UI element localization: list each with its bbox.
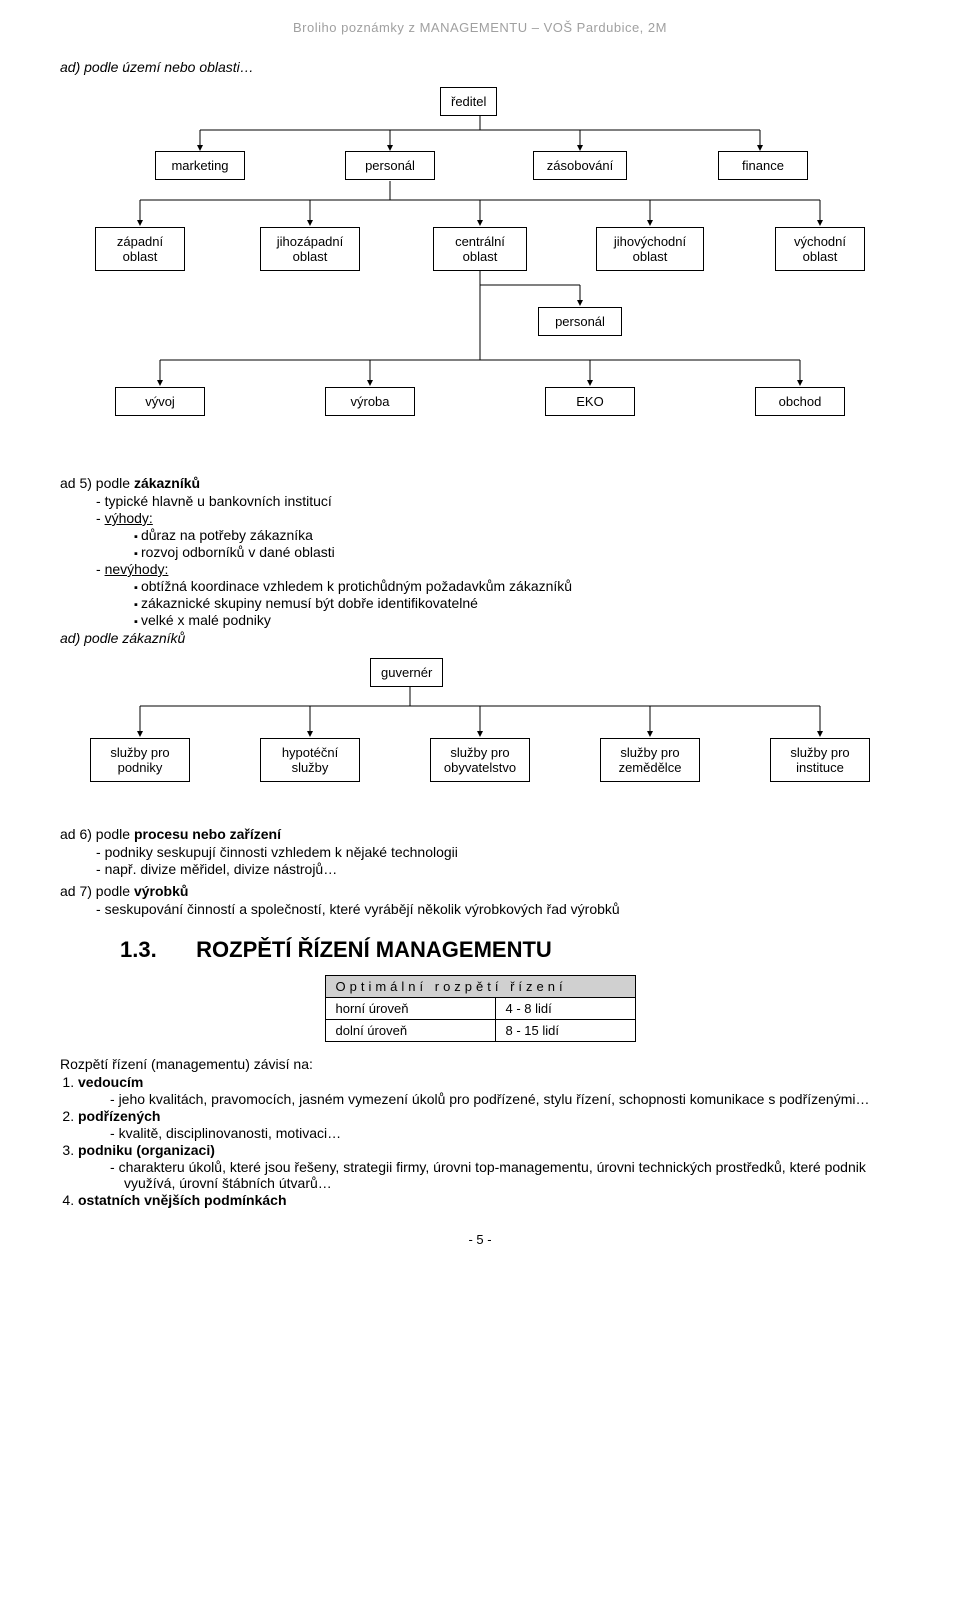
node-jihozapadni: jihozápadní oblast: [260, 227, 360, 271]
sec5-b3b: zákaznické skupiny nemusí být dobře iden…: [150, 595, 900, 611]
span-r2c1: dolní úroveň: [325, 1020, 495, 1042]
dep-3-title: podniku (organizaci): [78, 1142, 215, 1158]
sec5-title: ad 5) podle zákazníků: [60, 475, 900, 491]
sec7-b1: seskupování činností a společností, kter…: [110, 901, 900, 917]
dep-3: podniku (organizaci) charakteru úkolů, k…: [78, 1142, 900, 1191]
sec6-title-bold: procesu nebo zařízení: [134, 826, 281, 842]
sec5-b1: typické hlavně u bankovních institucí: [110, 493, 900, 509]
sec7-list: seskupování činností a společností, kter…: [60, 901, 900, 917]
sec5-disadvantages: obtížná koordinace vzhledem k protichůdn…: [60, 578, 900, 628]
node-finance: finance: [718, 151, 808, 180]
dep-2: podřízených kvalitě, disciplinovanosti, …: [78, 1108, 900, 1141]
sec6-b1: podniky seskupují činnosti vzhledem k ně…: [110, 844, 900, 860]
node-obyvatelstvo: služby pro obyvatelstvo: [430, 738, 530, 782]
dep-4: ostatních vnějších podmínkách: [78, 1192, 900, 1208]
sec5-list2: nevýhody:: [60, 561, 900, 577]
sec5-b2a: důraz na potřeby zákazníka: [150, 527, 900, 543]
sec7-title: ad 7) podle výrobků: [60, 883, 900, 899]
dep-2a: kvalitě, disciplinovanosti, motivaci…: [124, 1125, 900, 1141]
org-chart-customers: guvernér služby pro podniky hypotéční sl…: [60, 656, 900, 806]
sec5-b2b: rozvoj odborníků v dané oblasti: [150, 544, 900, 560]
section-1-3-title: 1.3. ROZPĚTÍ ŘÍZENÍ MANAGEMENTU: [60, 937, 900, 963]
dep-2-title: podřízených: [78, 1108, 160, 1124]
node-instituce: služby pro instituce: [770, 738, 870, 782]
sec7-title-bold: výrobků: [134, 883, 188, 899]
node-zemedelce: služby pro zemědělce: [600, 738, 700, 782]
node-obchod: obchod: [755, 387, 845, 416]
sec5-advantages: důraz na potřeby zákazníka rozvoj odborn…: [60, 527, 900, 560]
node-marketing: marketing: [155, 151, 245, 180]
sec6-b2: např. divize měřidel, divize nástrojů…: [110, 861, 900, 877]
span-r2c2: 8 - 15 lidí: [495, 1020, 635, 1042]
sec5-b2: výhody:: [110, 510, 900, 526]
dep-1a: jeho kvalitách, pravomocích, jasném vyme…: [124, 1091, 900, 1107]
sec5-b3c: velké x malé podniky: [150, 612, 900, 628]
sec5-title-plain: ad 5) podle: [60, 475, 134, 491]
sec5-title-bold: zákazníků: [134, 475, 200, 491]
section-name: ROZPĚTÍ ŘÍZENÍ MANAGEMENTU: [196, 937, 552, 962]
node-centralni: centrální oblast: [433, 227, 527, 271]
node-guverner: guvernér: [370, 658, 443, 687]
node-zapadni: západní oblast: [95, 227, 185, 271]
node-zasobovani: zásobování: [533, 151, 627, 180]
sec6-title: ad 6) podle procesu nebo zařízení: [60, 826, 900, 842]
span-table: Optimální rozpětí řízení horní úroveň 4 …: [325, 975, 636, 1042]
span-r1c2: 4 - 8 lidí: [495, 998, 635, 1020]
depends-intro: Rozpětí řízení (managementu) závisí na:: [60, 1056, 900, 1072]
intro-territory: ad) podle území nebo oblasti…: [60, 59, 900, 75]
node-reditel: ředitel: [440, 87, 497, 116]
dep-3a: charakteru úkolů, které jsou řešeny, str…: [124, 1159, 900, 1191]
sec5-ad-label: ad) podle zákazníků: [60, 630, 900, 646]
node-vyvoj: vývoj: [115, 387, 205, 416]
node-hypotecni: hypotéční služby: [260, 738, 360, 782]
sec5-list: typické hlavně u bankovních institucí vý…: [60, 493, 900, 526]
node-vyroba: výroba: [325, 387, 415, 416]
sec6-list: podniky seskupují činnosti vzhledem k ně…: [60, 844, 900, 877]
sec5-b3a: obtížná koordinace vzhledem k protichůdn…: [150, 578, 900, 594]
node-personal: personál: [345, 151, 435, 180]
depends-list: vedoucím jeho kvalitách, pravomocích, ja…: [60, 1074, 900, 1208]
dep-1-title: vedoucím: [78, 1074, 143, 1090]
sec5-b3: nevýhody:: [110, 561, 900, 577]
node-vychodni: východní oblast: [775, 227, 865, 271]
node-personal-mid: personál: [538, 307, 622, 336]
span-r1c1: horní úroveň: [325, 998, 495, 1020]
node-sluzby-podniky: služby pro podniky: [90, 738, 190, 782]
sec6-title-plain: ad 6) podle: [60, 826, 134, 842]
dep-1: vedoucím jeho kvalitách, pravomocích, ja…: [78, 1074, 900, 1107]
page-header: Broliho poznámky z MANAGEMENTU – VOŠ Par…: [60, 20, 900, 35]
chart2-connectors: [60, 656, 900, 806]
section-num: 1.3.: [120, 937, 190, 963]
page-footer: - 5 -: [60, 1232, 900, 1247]
sec7-title-plain: ad 7) podle: [60, 883, 134, 899]
dep-4-title: ostatních vnějších podmínkách: [78, 1192, 287, 1208]
org-chart-territory: ředitel marketing personál zásobování fi…: [60, 85, 900, 455]
span-table-header: Optimální rozpětí řízení: [325, 976, 635, 998]
node-jihovychodni: jihovýchodní oblast: [596, 227, 704, 271]
node-eko: EKO: [545, 387, 635, 416]
